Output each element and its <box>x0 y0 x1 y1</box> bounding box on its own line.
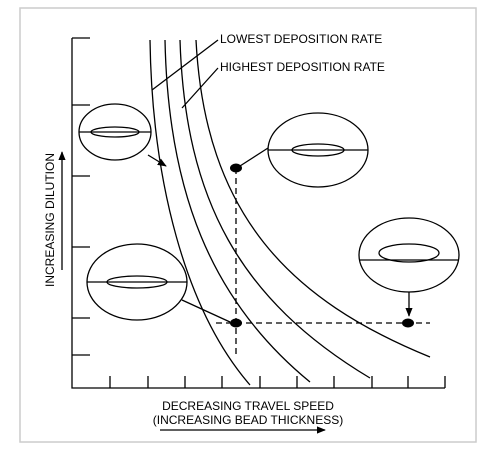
points <box>230 163 414 328</box>
y-axis-label: INCREASING DILUTION <box>43 153 57 287</box>
frame <box>19 7 477 443</box>
x-axis-sublabel: (INCREASING BEAD THICKNESS) <box>153 413 343 427</box>
axes <box>71 37 446 389</box>
highest-label: HIGHEST DEPOSITION RATE <box>220 60 385 74</box>
guide-lines <box>216 168 430 356</box>
bead-sections <box>78 39 460 323</box>
x-axis-label: DECREASING TRAVEL SPEED <box>162 399 334 413</box>
lowest-label: LOWEST DEPOSITION RATE <box>220 32 382 46</box>
rate-curves <box>149 39 431 386</box>
